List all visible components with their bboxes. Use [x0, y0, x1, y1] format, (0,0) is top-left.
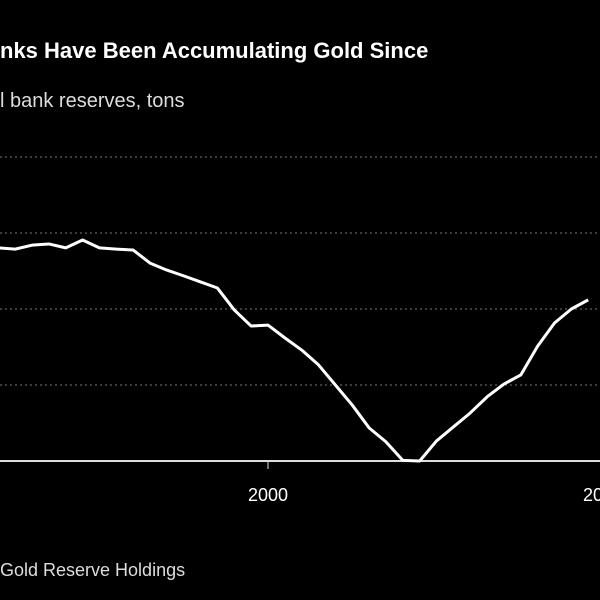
data-line [0, 238, 589, 463]
chart-title: nks Have Been Accumulating Gold Since [0, 38, 428, 63]
source-note: Gold Reserve Holdings [0, 560, 185, 580]
x-tick-label: 2000 [248, 485, 288, 505]
x-tick-label: 20 [583, 485, 600, 505]
chart-subtitle: l bank reserves, tons [0, 90, 185, 112]
